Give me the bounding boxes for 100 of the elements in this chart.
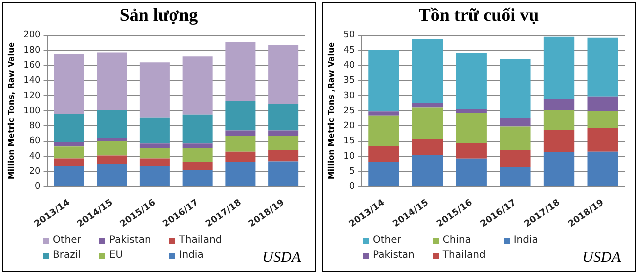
- legend-label: India: [179, 250, 204, 261]
- chart-title: Tồn trữ cuối vụ: [418, 4, 540, 27]
- bar: [456, 53, 487, 110]
- bar: [588, 38, 618, 97]
- y-tick-label: 25: [344, 106, 356, 116]
- bar: [412, 139, 444, 155]
- bar: [54, 54, 84, 114]
- bar: [140, 158, 170, 166]
- bar: [226, 101, 256, 131]
- bar: [182, 148, 213, 163]
- bar: [54, 142, 84, 147]
- bar: [226, 136, 256, 152]
- y-tick-label: 100: [24, 106, 42, 116]
- bar: [268, 150, 299, 162]
- bar: [588, 128, 618, 152]
- bar: [368, 112, 400, 116]
- bar: [140, 62, 170, 118]
- bar: [97, 164, 128, 186]
- bar: [544, 36, 575, 100]
- bar: [140, 118, 170, 144]
- y-tick-label: 40: [344, 61, 356, 72]
- bar: [268, 104, 299, 131]
- bar: [97, 52, 128, 110]
- legend-label: Other: [53, 235, 82, 246]
- bar: [226, 42, 256, 102]
- bar: [182, 170, 213, 186]
- y-tick-label: 45: [344, 46, 356, 56]
- legend-label: Thailand: [442, 250, 486, 261]
- bar: [54, 166, 84, 186]
- text: USDA: [582, 250, 621, 267]
- y-tick-label: 50: [344, 30, 356, 41]
- chart-title: Sản lượng: [118, 4, 200, 27]
- y-tick-label: 60: [29, 136, 42, 147]
- y-tick-label: 20: [344, 122, 356, 132]
- y-tick-label: 30: [344, 91, 356, 102]
- y-tick-label: 35: [344, 76, 356, 86]
- bar: [268, 136, 299, 150]
- bar: [182, 144, 213, 148]
- bar: [54, 114, 84, 142]
- bar: [456, 143, 487, 159]
- bar: [368, 50, 400, 112]
- bar: [500, 118, 531, 127]
- bar: [140, 166, 170, 186]
- bar: [182, 56, 213, 115]
- bar: [97, 110, 128, 138]
- y-tick-label: 20: [29, 166, 42, 177]
- bar: [268, 162, 299, 186]
- y-tick-label: 0: [349, 182, 356, 192]
- bar: [412, 154, 444, 186]
- bar: [182, 114, 213, 144]
- y-tick-label: 160: [24, 61, 42, 72]
- bar: [140, 148, 170, 159]
- bar: [544, 110, 575, 130]
- legend-label: EU: [109, 250, 124, 261]
- bar: [182, 162, 213, 170]
- legend-label: Brazil: [53, 250, 81, 261]
- bar: [97, 141, 128, 156]
- legend-label: Other: [373, 235, 402, 246]
- bar: [588, 96, 618, 112]
- y-tick-label: 10: [344, 152, 356, 162]
- y-tick-label: 0: [35, 182, 42, 192]
- bar: [456, 110, 487, 114]
- bar: [368, 146, 400, 163]
- legend-label: Pakistan: [373, 250, 415, 261]
- y-axis-title: Million Metric Tons, Raw Value: [6, 42, 16, 180]
- y-tick-label: 180: [24, 46, 42, 56]
- y-axis-title: Million Metric Tons ,Raw Value: [326, 42, 336, 180]
- bar: [412, 39, 444, 104]
- bar: [544, 130, 575, 153]
- legend-label: Thailand: [179, 235, 222, 246]
- legend-label: India: [514, 235, 538, 246]
- legend-label: Pakistan: [109, 235, 152, 246]
- bar: [500, 126, 531, 150]
- y-tick-label: 15: [344, 136, 356, 147]
- legend-label: China: [442, 235, 472, 246]
- bar: [500, 59, 531, 118]
- bar: [97, 138, 128, 142]
- y-tick-label: 80: [29, 122, 42, 132]
- y-tick-label: 5: [349, 166, 356, 177]
- bar: [368, 162, 400, 186]
- bar: [140, 144, 170, 148]
- bar: [588, 111, 618, 128]
- bar: [500, 167, 531, 186]
- bar: [226, 130, 256, 136]
- bar: [544, 99, 575, 110]
- bar: [456, 113, 487, 144]
- bar: [500, 150, 531, 168]
- bar: [268, 45, 299, 104]
- bar: [412, 103, 444, 108]
- y-tick-label: 200: [24, 30, 42, 41]
- bar: [368, 116, 400, 146]
- bar: [226, 162, 256, 186]
- bar: [268, 130, 299, 136]
- bar: [54, 146, 84, 159]
- y-tick-label: 140: [24, 76, 42, 86]
- bar: [54, 158, 84, 166]
- text: USDA: [262, 250, 301, 267]
- y-tick-label: 40: [29, 152, 42, 162]
- bar: [588, 152, 618, 186]
- bar: [412, 108, 444, 140]
